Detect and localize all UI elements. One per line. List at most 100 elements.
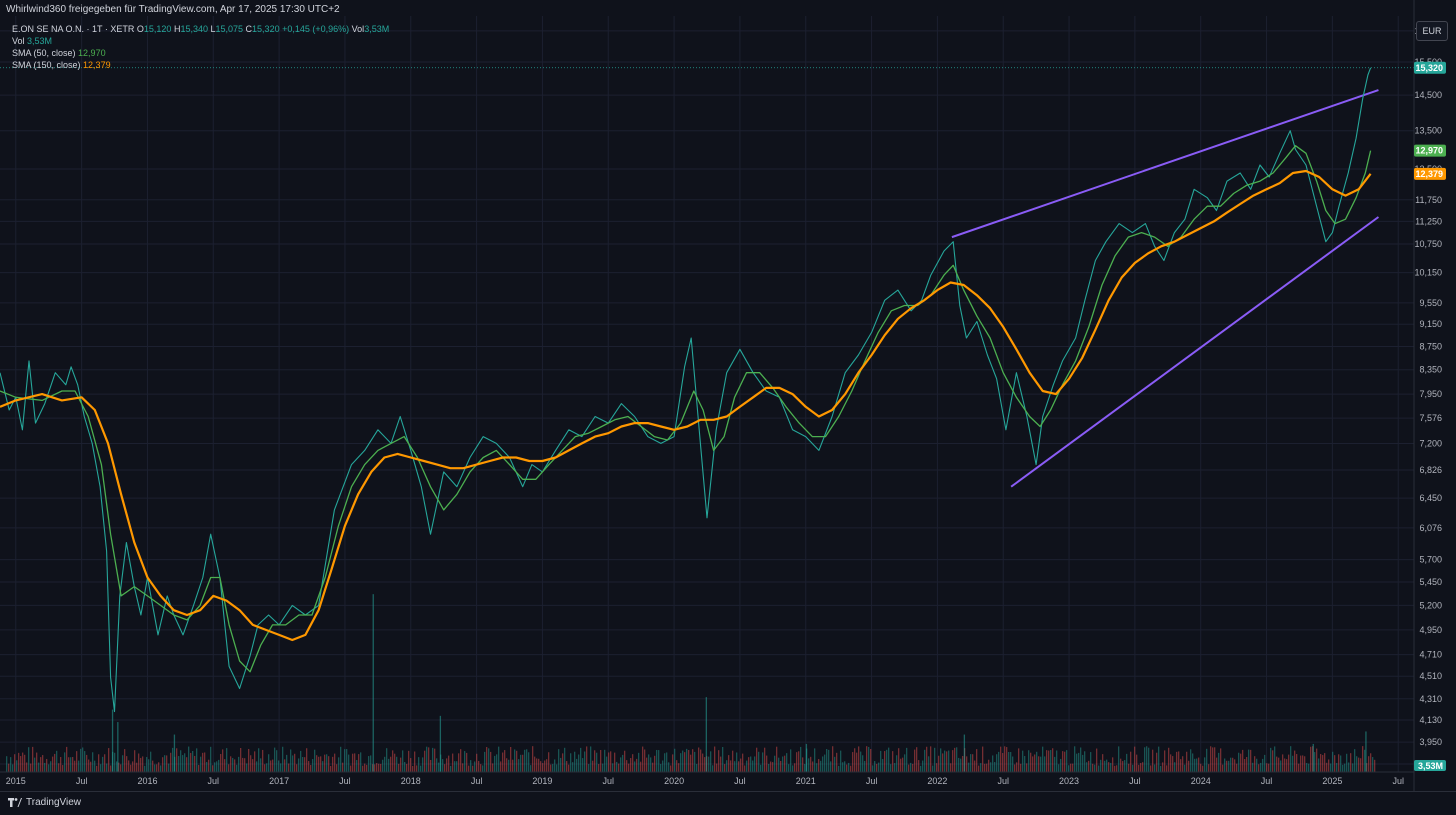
volume-bar [998, 751, 1000, 772]
volume-bar [918, 760, 920, 772]
volume-bar [928, 756, 930, 772]
volume-bar [862, 755, 864, 772]
time-axis[interactable]: 2015 Jul 2016 Jul 2017 Jul 2018 Jul 2019 Jul 2020 J… [0, 771, 1414, 786]
sma50-line [0, 145, 1372, 673]
volume-bar [1154, 764, 1156, 772]
volume-bar [1014, 764, 1016, 772]
currency-button[interactable]: EUR [1416, 21, 1448, 41]
volume-bar [1282, 754, 1284, 772]
volume-bar [358, 754, 360, 772]
volume-bar [644, 749, 646, 772]
volume-bar [68, 757, 70, 772]
volume-bar [92, 752, 94, 772]
volume-bar [1114, 765, 1116, 772]
legend-row-sma150[interactable]: SMA (150, close) 12,379 [12, 59, 389, 71]
volume-bar [256, 761, 258, 772]
volume-bar [674, 748, 676, 772]
volume-bar [852, 752, 854, 772]
volume-bar [1210, 746, 1212, 772]
volume-bar [432, 747, 434, 772]
volume-bar [1196, 758, 1198, 772]
volume-bar [30, 763, 32, 772]
volume-bar [114, 752, 116, 772]
legend-row-sma50[interactable]: SMA (50, close) 12,970 [12, 47, 389, 59]
volume-bar [60, 756, 62, 772]
volume-bar [730, 760, 732, 772]
volume-bar [734, 761, 736, 772]
volume-bar [138, 753, 140, 772]
volume-bar [948, 750, 950, 772]
price-tick-label: 9,550 [1419, 298, 1442, 308]
legend-row-volume[interactable]: Vol 3,53M [12, 35, 389, 47]
volume-bar [648, 754, 650, 772]
legend-volume: 3,53M [364, 24, 390, 34]
volume-bar [804, 763, 806, 772]
volume-bar [1318, 758, 1320, 772]
volume-bar [1260, 762, 1262, 772]
price-tick-label: 11,750 [1415, 195, 1442, 205]
volume-bar [396, 756, 398, 772]
volume-bar [1212, 747, 1214, 772]
volume-bar [914, 749, 916, 772]
volume-bar [230, 756, 232, 772]
volume-bar [854, 748, 856, 772]
volume-bar [538, 758, 540, 772]
legend-close: 15,320 [252, 24, 280, 34]
volume-bar [348, 754, 350, 772]
volume-bar [200, 756, 202, 772]
volume-bar [1124, 760, 1126, 772]
volume-bar [76, 751, 78, 772]
volume-bar [570, 753, 572, 772]
volume-bar [936, 763, 938, 772]
volume-bar [1002, 753, 1004, 772]
volume-bar [1122, 761, 1124, 772]
volume-bar [626, 760, 628, 772]
volume-bar [666, 752, 668, 772]
legend-symbol-row[interactable]: E.ON SE NA O.N. · 1T · XETR O15,120 H15,… [12, 23, 389, 35]
volume-bar [1298, 763, 1300, 772]
volume-bar [1256, 758, 1258, 772]
volume-bar [117, 722, 119, 772]
volume-bar [560, 757, 562, 772]
volume-bar [582, 758, 584, 772]
legend: E.ON SE NA O.N. · 1T · XETR O15,120 H15,… [12, 23, 389, 71]
price-tick-label: 7,576 [1419, 413, 1442, 423]
volume-bar [868, 746, 870, 772]
volume-bar [1020, 763, 1022, 772]
volume-bar [1254, 756, 1256, 772]
volume-bar [848, 762, 850, 772]
volume-bar [1118, 746, 1120, 772]
volume-bar [634, 761, 636, 772]
volume-bar [1018, 748, 1020, 772]
volume-bar [300, 750, 302, 772]
volume-bar [1074, 746, 1076, 772]
volume-bar [1322, 755, 1324, 772]
volume-bar [298, 758, 300, 772]
volume-bar [826, 748, 828, 772]
volume-bar [700, 749, 702, 772]
volume-bar [1078, 752, 1080, 772]
volume-bar [494, 755, 496, 772]
volume-bar [148, 759, 150, 772]
volume-bar [56, 750, 58, 772]
volume-bar [274, 747, 276, 772]
price-tag-box [1414, 144, 1446, 157]
volume-bar [1226, 760, 1228, 772]
volume-bar [370, 755, 372, 772]
volume-bar [1198, 757, 1200, 772]
volume-bar [960, 758, 962, 772]
volume-bar [472, 765, 474, 772]
volume-bar [558, 749, 560, 772]
volume-bar [1152, 749, 1154, 772]
volume-bar [1158, 746, 1160, 772]
volume-bar [486, 747, 488, 772]
volume-bar [870, 749, 872, 772]
channel-trendlines[interactable] [951, 89, 1380, 488]
price-axis[interactable]: 16,50015,50014,50013,50012,50011,75011,2… [1413, 0, 1456, 791]
tradingview-logo[interactable]: TradingView [8, 797, 81, 808]
volume-bar [705, 697, 707, 772]
volume-bar [1276, 756, 1278, 772]
volume-bar [622, 754, 624, 772]
volume-bar [542, 763, 544, 772]
